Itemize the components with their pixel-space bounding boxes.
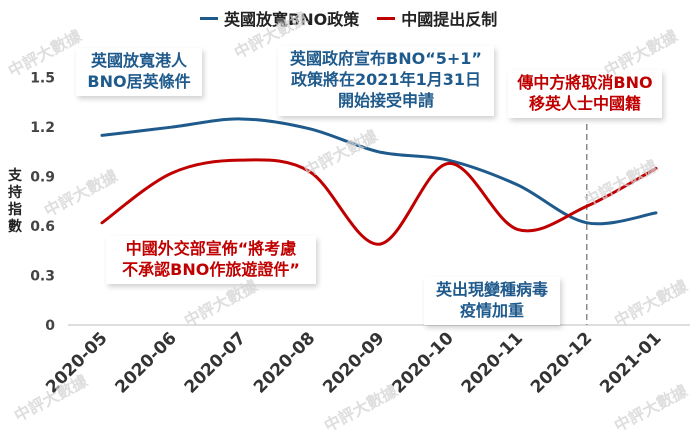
y-tick-label: 0.9: [30, 170, 55, 186]
legend-label-china: 中國提出反制: [401, 6, 497, 30]
series-line-uk: [102, 119, 656, 224]
x-tick-label: 2020-07: [181, 328, 250, 397]
legend-swatch-blue: [200, 17, 218, 20]
y-tick-label: 0.6: [30, 219, 55, 235]
x-tick-label: 2020-08: [250, 328, 319, 397]
annotation-line: 開始接受申請: [278, 90, 494, 111]
x-tick-label: 2020-12: [527, 328, 596, 397]
x-tick-label: 2021-01: [596, 328, 665, 397]
annotation-line: 中國外交部宣佈“將考慮: [106, 238, 316, 259]
legend: 英國放寬BNO政策 中國提出反制: [200, 6, 515, 30]
annotation-line: 英國政府宣布BNO“5+1”: [278, 48, 494, 69]
annotation-line: 英出現變種病毒: [424, 279, 560, 300]
y-tick-label: 0: [45, 318, 55, 334]
annotation-uk-5plus1: 英國政府宣布BNO“5+1” 政策將在2021年1月31日 開始接受申請: [278, 46, 494, 116]
x-tick-label: 2020-11: [458, 328, 527, 397]
series-line-china: [102, 160, 656, 244]
annotation-uk-bno-conditions: 英國放寬港人 BNO居英條件: [76, 48, 202, 96]
annotation-china-revoke: 傳中方將取消BNO 移英人士中國籍: [508, 70, 662, 118]
y-tick-label: 1.2: [30, 120, 55, 136]
y-axis-label: 支持指數: [6, 168, 24, 236]
annotation-line: 政策將在2021年1月31日: [278, 69, 494, 90]
y-tick-label: 1.5: [30, 71, 55, 87]
annotation-china-mfa: 中國外交部宣佈“將考慮 不承認BNO作旅遊證件”: [106, 236, 316, 284]
legend-item-china: 中國提出反制: [377, 6, 497, 30]
annotation-uk-virus: 英出現變種病毒 疫情加重: [424, 277, 560, 325]
annotation-line: 移英人士中國籍: [508, 93, 662, 114]
annotation-line: BNO居英條件: [76, 71, 202, 92]
x-tick-label: 2020-06: [111, 328, 180, 397]
annotation-line: 不承認BNO作旅遊證件”: [106, 259, 316, 280]
x-tick-label: 2020-10: [388, 328, 457, 397]
annotation-line: 傳中方將取消BNO: [508, 72, 662, 93]
annotation-line: 疫情加重: [424, 300, 560, 321]
annotation-line: 英國放寬港人: [76, 50, 202, 71]
y-tick-label: 0.3: [30, 269, 55, 285]
legend-swatch-red: [377, 17, 395, 20]
